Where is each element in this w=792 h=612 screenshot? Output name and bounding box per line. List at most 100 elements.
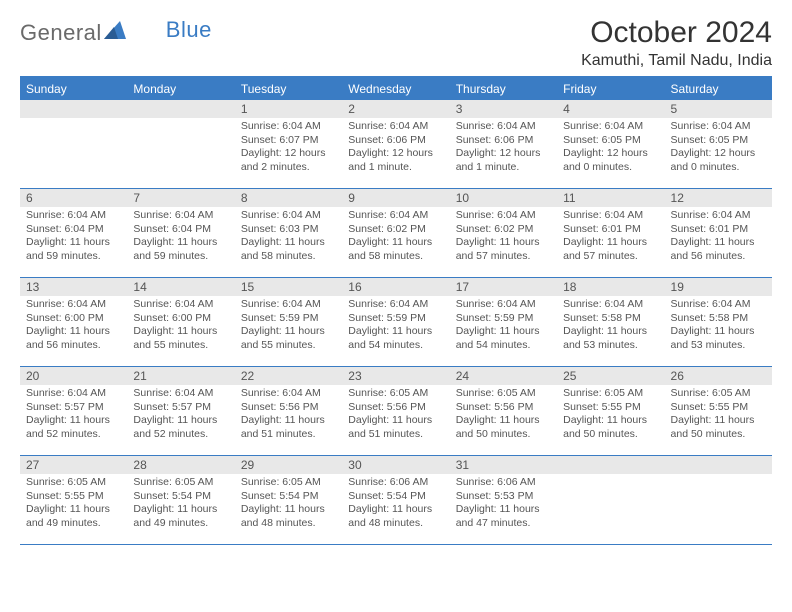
- sunset-text: Sunset: 5:54 PM: [241, 490, 336, 504]
- sunrise-text: Sunrise: 6:05 AM: [241, 476, 336, 490]
- calendar-cell: 3Sunrise: 6:04 AMSunset: 6:06 PMDaylight…: [450, 100, 557, 188]
- calendar-cell: 1Sunrise: 6:04 AMSunset: 6:07 PMDaylight…: [235, 100, 342, 188]
- title-block: October 2024 Kamuthi, Tamil Nadu, India: [581, 16, 772, 70]
- week-row: 27Sunrise: 6:05 AMSunset: 5:55 PMDayligh…: [20, 456, 772, 545]
- daylight-text: Daylight: 11 hours and 56 minutes.: [671, 236, 766, 263]
- sunrise-text: Sunrise: 6:04 AM: [563, 298, 658, 312]
- daylight-text: Daylight: 11 hours and 48 minutes.: [241, 503, 336, 530]
- calendar-cell: 29Sunrise: 6:05 AMSunset: 5:54 PMDayligh…: [235, 456, 342, 544]
- sunset-text: Sunset: 5:54 PM: [348, 490, 443, 504]
- cell-body: Sunrise: 6:04 AMSunset: 6:00 PMDaylight:…: [20, 296, 127, 366]
- day-number: [20, 100, 127, 118]
- sunset-text: Sunset: 5:54 PM: [133, 490, 228, 504]
- calendar-cell: 15Sunrise: 6:04 AMSunset: 5:59 PMDayligh…: [235, 278, 342, 366]
- daylight-text: Daylight: 11 hours and 47 minutes.: [456, 503, 551, 530]
- sunrise-text: Sunrise: 6:04 AM: [133, 209, 228, 223]
- daylight-text: Daylight: 11 hours and 52 minutes.: [133, 414, 228, 441]
- cell-body: [20, 118, 127, 188]
- daylight-text: Daylight: 11 hours and 53 minutes.: [563, 325, 658, 352]
- cell-body: Sunrise: 6:04 AMSunset: 5:56 PMDaylight:…: [235, 385, 342, 455]
- sunrise-text: Sunrise: 6:05 AM: [133, 476, 228, 490]
- sunrise-text: Sunrise: 6:04 AM: [563, 209, 658, 223]
- cell-body: Sunrise: 6:05 AMSunset: 5:56 PMDaylight:…: [450, 385, 557, 455]
- sunset-text: Sunset: 5:59 PM: [348, 312, 443, 326]
- sunrise-text: Sunrise: 6:04 AM: [456, 209, 551, 223]
- calendar-cell: 26Sunrise: 6:05 AMSunset: 5:55 PMDayligh…: [665, 367, 772, 455]
- calendar-cell: 2Sunrise: 6:04 AMSunset: 6:06 PMDaylight…: [342, 100, 449, 188]
- cell-body: Sunrise: 6:06 AMSunset: 5:53 PMDaylight:…: [450, 474, 557, 544]
- day-number: 9: [342, 189, 449, 207]
- day-headers-row: SundayMondayTuesdayWednesdayThursdayFrid…: [20, 78, 772, 100]
- cell-body: Sunrise: 6:04 AMSunset: 6:06 PMDaylight:…: [450, 118, 557, 188]
- day-number: 7: [127, 189, 234, 207]
- daylight-text: Daylight: 11 hours and 55 minutes.: [133, 325, 228, 352]
- day-number: 25: [557, 367, 664, 385]
- sunset-text: Sunset: 6:04 PM: [133, 223, 228, 237]
- sunrise-text: Sunrise: 6:04 AM: [241, 120, 336, 134]
- day-number: 5: [665, 100, 772, 118]
- day-number: 20: [20, 367, 127, 385]
- sunrise-text: Sunrise: 6:04 AM: [26, 209, 121, 223]
- day-number: 30: [342, 456, 449, 474]
- sunrise-text: Sunrise: 6:04 AM: [26, 387, 121, 401]
- cell-body: Sunrise: 6:04 AMSunset: 5:59 PMDaylight:…: [235, 296, 342, 366]
- sunrise-text: Sunrise: 6:04 AM: [241, 209, 336, 223]
- calendar-cell: 21Sunrise: 6:04 AMSunset: 5:57 PMDayligh…: [127, 367, 234, 455]
- calendar-cell: 17Sunrise: 6:04 AMSunset: 5:59 PMDayligh…: [450, 278, 557, 366]
- daylight-text: Daylight: 11 hours and 52 minutes.: [26, 414, 121, 441]
- sunset-text: Sunset: 5:59 PM: [456, 312, 551, 326]
- sunset-text: Sunset: 5:55 PM: [563, 401, 658, 415]
- sunset-text: Sunset: 5:57 PM: [133, 401, 228, 415]
- day-number: 8: [235, 189, 342, 207]
- week-row: 20Sunrise: 6:04 AMSunset: 5:57 PMDayligh…: [20, 367, 772, 456]
- calendar-cell: 18Sunrise: 6:04 AMSunset: 5:58 PMDayligh…: [557, 278, 664, 366]
- cell-body: Sunrise: 6:04 AMSunset: 6:04 PMDaylight:…: [20, 207, 127, 277]
- sunset-text: Sunset: 6:01 PM: [563, 223, 658, 237]
- sunset-text: Sunset: 6:06 PM: [348, 134, 443, 148]
- daylight-text: Daylight: 11 hours and 50 minutes.: [456, 414, 551, 441]
- daylight-text: Daylight: 11 hours and 57 minutes.: [563, 236, 658, 263]
- sunrise-text: Sunrise: 6:04 AM: [133, 387, 228, 401]
- sunset-text: Sunset: 5:55 PM: [671, 401, 766, 415]
- calendar-cell: [557, 456, 664, 544]
- daylight-text: Daylight: 11 hours and 54 minutes.: [348, 325, 443, 352]
- calendar-cell: [20, 100, 127, 188]
- calendar-cell: 24Sunrise: 6:05 AMSunset: 5:56 PMDayligh…: [450, 367, 557, 455]
- calendar-cell: 8Sunrise: 6:04 AMSunset: 6:03 PMDaylight…: [235, 189, 342, 277]
- calendar-cell: 28Sunrise: 6:05 AMSunset: 5:54 PMDayligh…: [127, 456, 234, 544]
- calendar-cell: 7Sunrise: 6:04 AMSunset: 6:04 PMDaylight…: [127, 189, 234, 277]
- daylight-text: Daylight: 11 hours and 55 minutes.: [241, 325, 336, 352]
- daylight-text: Daylight: 11 hours and 51 minutes.: [348, 414, 443, 441]
- sunrise-text: Sunrise: 6:04 AM: [26, 298, 121, 312]
- daylight-text: Daylight: 11 hours and 48 minutes.: [348, 503, 443, 530]
- cell-body: Sunrise: 6:04 AMSunset: 6:05 PMDaylight:…: [557, 118, 664, 188]
- sunrise-text: Sunrise: 6:05 AM: [348, 387, 443, 401]
- cell-body: [557, 474, 664, 544]
- sunset-text: Sunset: 5:56 PM: [456, 401, 551, 415]
- sunset-text: Sunset: 5:55 PM: [26, 490, 121, 504]
- sunset-text: Sunset: 6:03 PM: [241, 223, 336, 237]
- sunrise-text: Sunrise: 6:06 AM: [348, 476, 443, 490]
- day-number: 19: [665, 278, 772, 296]
- calendar-cell: 13Sunrise: 6:04 AMSunset: 6:00 PMDayligh…: [20, 278, 127, 366]
- sunset-text: Sunset: 5:58 PM: [563, 312, 658, 326]
- cell-body: Sunrise: 6:04 AMSunset: 6:07 PMDaylight:…: [235, 118, 342, 188]
- calendar-cell: 16Sunrise: 6:04 AMSunset: 5:59 PMDayligh…: [342, 278, 449, 366]
- sunset-text: Sunset: 6:02 PM: [348, 223, 443, 237]
- calendar-cell: 6Sunrise: 6:04 AMSunset: 6:04 PMDaylight…: [20, 189, 127, 277]
- cell-body: Sunrise: 6:04 AMSunset: 6:00 PMDaylight:…: [127, 296, 234, 366]
- daylight-text: Daylight: 11 hours and 59 minutes.: [26, 236, 121, 263]
- day-number: 17: [450, 278, 557, 296]
- cell-body: Sunrise: 6:05 AMSunset: 5:54 PMDaylight:…: [235, 474, 342, 544]
- day-header: Sunday: [20, 78, 127, 100]
- cell-body: Sunrise: 6:05 AMSunset: 5:54 PMDaylight:…: [127, 474, 234, 544]
- sunset-text: Sunset: 6:04 PM: [26, 223, 121, 237]
- calendar-cell: 10Sunrise: 6:04 AMSunset: 6:02 PMDayligh…: [450, 189, 557, 277]
- sunrise-text: Sunrise: 6:04 AM: [348, 120, 443, 134]
- sunset-text: Sunset: 6:01 PM: [671, 223, 766, 237]
- daylight-text: Daylight: 12 hours and 1 minute.: [348, 147, 443, 174]
- day-number: 1: [235, 100, 342, 118]
- day-number: 26: [665, 367, 772, 385]
- cell-body: [665, 474, 772, 544]
- daylight-text: Daylight: 11 hours and 53 minutes.: [671, 325, 766, 352]
